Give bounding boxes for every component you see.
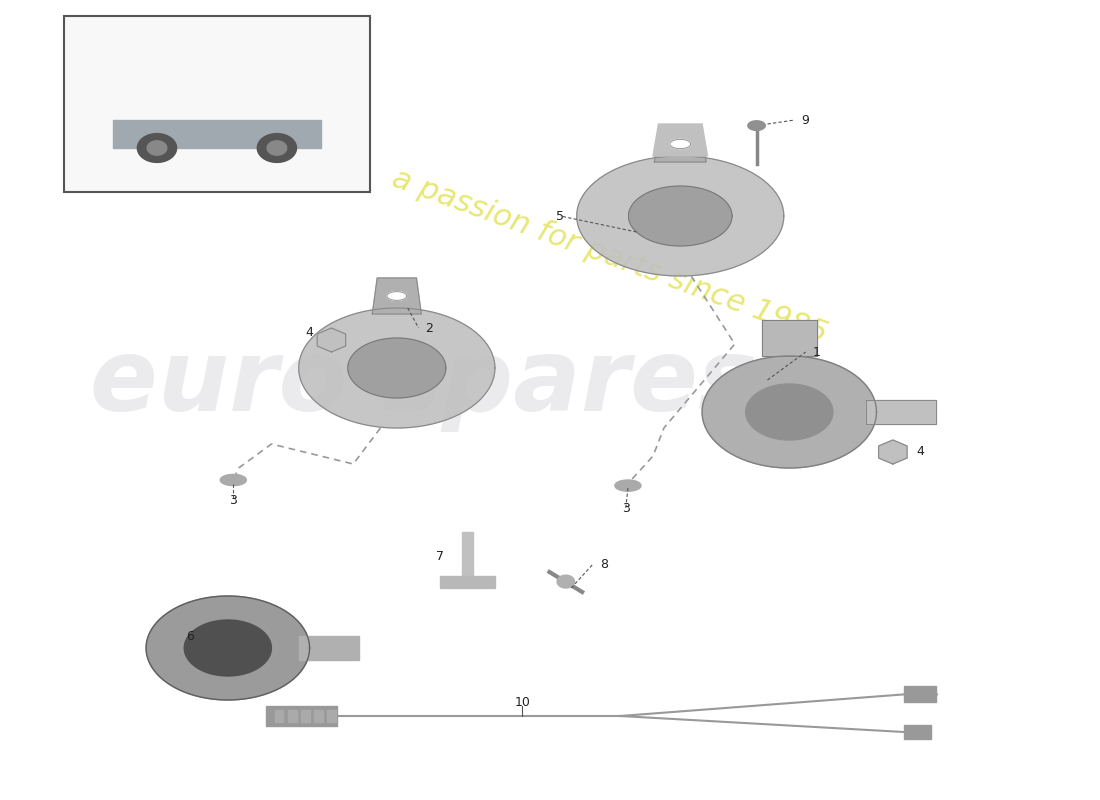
Polygon shape <box>762 320 816 356</box>
Text: euro spares: euro spares <box>90 335 758 433</box>
Polygon shape <box>275 710 284 722</box>
Polygon shape <box>174 124 250 148</box>
Text: 3: 3 <box>230 494 238 506</box>
Polygon shape <box>147 141 167 155</box>
Polygon shape <box>299 636 359 660</box>
Polygon shape <box>615 480 641 491</box>
Polygon shape <box>746 384 833 440</box>
Polygon shape <box>314 710 322 722</box>
Text: 2: 2 <box>426 322 433 334</box>
Text: 5: 5 <box>557 210 564 222</box>
Polygon shape <box>557 575 574 588</box>
Polygon shape <box>670 139 691 149</box>
Polygon shape <box>301 710 309 722</box>
Polygon shape <box>702 356 877 468</box>
Text: 9: 9 <box>802 114 810 126</box>
Text: 4: 4 <box>916 446 924 458</box>
Polygon shape <box>576 156 784 276</box>
Text: 10: 10 <box>515 696 530 709</box>
Text: 4: 4 <box>306 326 313 338</box>
Text: 3: 3 <box>621 502 629 514</box>
Polygon shape <box>138 134 177 162</box>
Bar <box>64 16 370 192</box>
Polygon shape <box>904 686 936 702</box>
Text: 8: 8 <box>600 558 608 570</box>
Polygon shape <box>146 596 309 700</box>
Polygon shape <box>628 186 733 246</box>
Polygon shape <box>267 141 287 155</box>
Polygon shape <box>904 725 931 739</box>
Polygon shape <box>748 121 766 130</box>
Polygon shape <box>866 400 936 424</box>
Text: 1: 1 <box>813 346 821 358</box>
Text: a passion for parts since 1985: a passion for parts since 1985 <box>388 163 830 349</box>
Polygon shape <box>220 474 246 486</box>
Polygon shape <box>257 134 297 162</box>
Polygon shape <box>266 706 337 726</box>
Polygon shape <box>440 576 495 588</box>
Polygon shape <box>299 308 495 428</box>
Polygon shape <box>288 710 297 722</box>
Polygon shape <box>654 126 706 162</box>
Polygon shape <box>348 338 446 398</box>
Polygon shape <box>113 120 320 148</box>
Polygon shape <box>327 710 336 722</box>
Polygon shape <box>372 278 421 314</box>
Polygon shape <box>462 532 473 580</box>
Text: 6: 6 <box>186 630 194 642</box>
Polygon shape <box>653 124 707 156</box>
Text: 7: 7 <box>437 550 444 562</box>
Polygon shape <box>185 620 272 676</box>
Polygon shape <box>387 292 407 300</box>
Polygon shape <box>317 328 345 352</box>
Polygon shape <box>879 440 908 464</box>
